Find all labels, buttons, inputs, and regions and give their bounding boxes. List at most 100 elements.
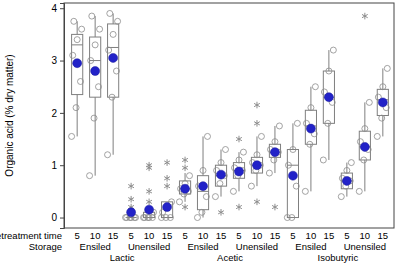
storage-row-title: Storage — [29, 241, 62, 252]
data-point — [348, 160, 354, 166]
outlier — [164, 159, 170, 166]
y-tick-mark — [60, 218, 64, 219]
data-point — [106, 47, 112, 53]
data-point — [222, 147, 228, 153]
x-tick-label: 5 — [75, 230, 80, 241]
acid-label: Lactic — [110, 252, 135, 263]
box — [377, 89, 388, 115]
whisker-low — [221, 186, 222, 196]
outlier — [362, 13, 368, 20]
whisker-low — [77, 95, 78, 137]
whisker-low — [95, 97, 96, 175]
whisker-low — [185, 194, 186, 202]
box-group — [69, 18, 85, 139]
data-point — [230, 188, 236, 194]
y-tick: 0 — [51, 212, 64, 223]
box — [108, 24, 119, 97]
data-point — [294, 120, 300, 126]
data-point — [361, 157, 367, 163]
data-point — [240, 149, 246, 155]
outlier — [164, 183, 170, 190]
y-tick-mark — [60, 113, 64, 114]
data-point — [272, 139, 278, 145]
whisker-high — [256, 136, 257, 157]
outlier — [182, 204, 188, 211]
acid-label: Isobutyric — [318, 252, 359, 263]
box — [215, 165, 226, 186]
data-point — [362, 126, 368, 132]
mean — [288, 171, 297, 180]
box — [287, 150, 298, 218]
data-point — [203, 194, 209, 200]
mean — [360, 142, 369, 151]
data-point — [330, 47, 336, 53]
mean — [127, 208, 136, 217]
y-axis-title: Organic acid (% dry matter) — [4, 54, 15, 176]
outlier — [146, 199, 152, 206]
y-tick-label: 3 — [51, 55, 57, 66]
data-point — [356, 188, 362, 194]
whisker-low — [238, 178, 239, 191]
data-point — [366, 99, 372, 105]
data-point — [115, 18, 121, 24]
data-point — [379, 115, 385, 121]
x-tick-label: 10 — [90, 230, 101, 241]
storage-label: Unensiled — [128, 241, 170, 252]
x-tick-label: 5 — [290, 230, 295, 241]
data-point — [91, 115, 97, 121]
whisker-low — [346, 189, 347, 197]
x-tick-label: 5 — [344, 230, 349, 241]
data-point — [176, 199, 182, 205]
box — [359, 131, 370, 160]
data-point — [74, 37, 80, 43]
storage-label: Ensiled — [295, 241, 326, 252]
mean — [91, 67, 100, 76]
mean — [73, 59, 82, 68]
outlier — [236, 136, 242, 143]
box-group — [141, 162, 157, 221]
whisker-high — [77, 21, 78, 34]
x-tick-label: 15 — [378, 230, 389, 241]
whisker-high — [221, 150, 222, 166]
mean — [252, 161, 261, 170]
whisker-low — [310, 144, 311, 191]
data-point — [312, 84, 318, 90]
box — [323, 71, 334, 123]
data-point — [254, 152, 260, 158]
outlier — [182, 157, 188, 164]
whisker-high — [274, 126, 275, 144]
mean — [234, 167, 243, 176]
box-group — [338, 160, 354, 200]
mean — [109, 53, 118, 62]
outlier — [128, 196, 134, 203]
y-tick: 1 — [51, 160, 64, 171]
whisker-high — [364, 102, 365, 131]
data-point — [218, 160, 224, 166]
data-point — [285, 162, 291, 168]
data-point — [344, 167, 350, 173]
whisker-low — [364, 160, 365, 191]
whisker-low — [382, 116, 383, 137]
box-group — [374, 65, 390, 139]
data-point — [204, 133, 210, 139]
whisker-low — [328, 123, 329, 160]
x-tick-label: 15 — [324, 230, 335, 241]
data-point — [105, 152, 111, 158]
mean — [181, 184, 190, 193]
median — [72, 44, 83, 45]
data-point — [89, 13, 95, 19]
mean — [342, 176, 351, 185]
data-point — [88, 58, 94, 64]
data-point — [200, 167, 206, 173]
whisker-high — [95, 16, 96, 37]
data-point — [320, 157, 326, 163]
data-point — [78, 78, 84, 84]
data-point — [107, 10, 113, 16]
data-point — [79, 26, 85, 32]
outlier — [182, 165, 188, 172]
whisker-high — [310, 87, 311, 111]
outlier — [164, 175, 170, 182]
data-point — [293, 183, 299, 189]
data-point — [113, 68, 119, 74]
data-point — [266, 170, 272, 176]
